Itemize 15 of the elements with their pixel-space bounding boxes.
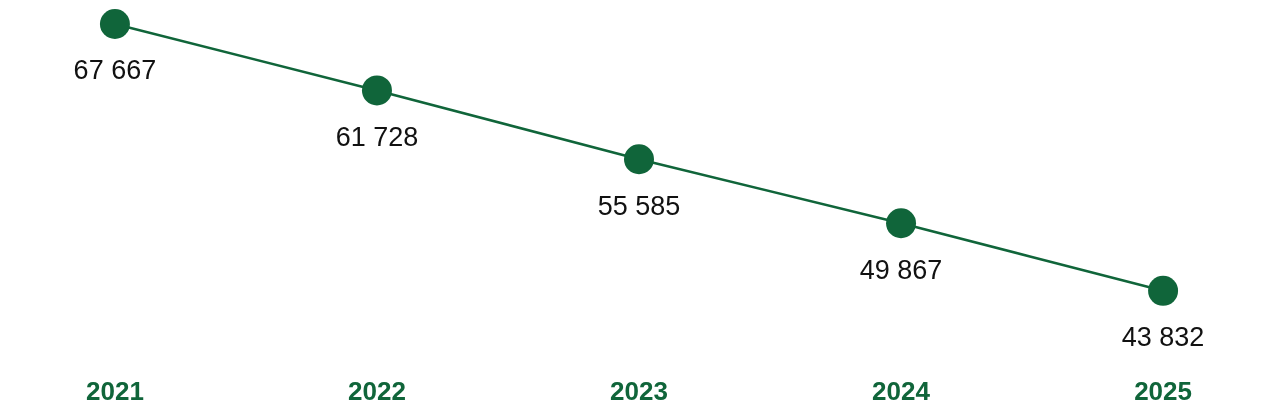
point: [1148, 275, 1179, 306]
x-tick-label: 2024: [872, 375, 931, 406]
x-tick-label: 2021: [86, 375, 144, 406]
data-label: 55 585: [597, 190, 681, 221]
point: [99, 9, 130, 39]
x-tick-label: 2022: [348, 375, 406, 406]
point: [886, 208, 917, 239]
data-label: 43 832: [1121, 322, 1205, 353]
point: [624, 144, 654, 175]
data-label: 61 728: [335, 121, 419, 152]
data-label: 49 867: [859, 254, 943, 285]
x-tick-label: 2023: [610, 375, 668, 406]
data-label: 67 667: [73, 55, 157, 86]
x-tick-label: 2025: [1134, 375, 1192, 406]
point: [361, 75, 392, 106]
